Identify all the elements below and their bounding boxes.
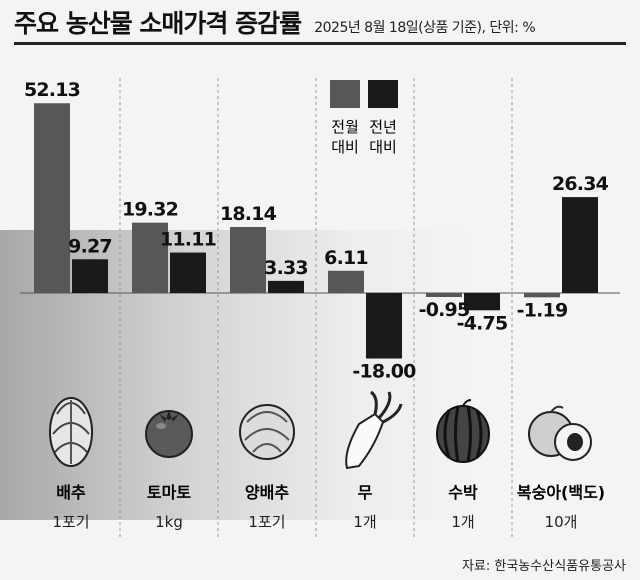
- bar-prev-year-2: [268, 280, 304, 293]
- category-label: 무: [358, 483, 373, 502]
- peach-icon: [528, 405, 592, 461]
- data-label-prev-year-4: -4.75: [457, 312, 508, 334]
- bar-prev-year-0: [72, 259, 108, 293]
- bar-prev-month-2: [230, 226, 266, 293]
- category-unit: 1개: [451, 513, 474, 531]
- napa-cabbage-icon: [49, 397, 93, 467]
- category-unit: 1개: [353, 513, 376, 531]
- header: 주요 농산물 소매가격 증감률 2025년 8월 18일(상품 기준), 단위:…: [14, 4, 536, 38]
- legend-label: 대비: [331, 138, 359, 156]
- chart-title: 주요 농산물 소매가격 증감률: [14, 9, 302, 38]
- legend-label: 전년: [369, 118, 397, 136]
- cabbage-icon: [239, 404, 295, 460]
- category-label: 토마토: [147, 483, 191, 502]
- category-unit: 10개: [545, 513, 578, 531]
- radish-root: [345, 412, 385, 470]
- data-label-prev-year-2: 3.33: [264, 257, 308, 279]
- data-label-prev-month-0: 52.13: [24, 79, 80, 101]
- bar-prev-month-4: [426, 293, 462, 297]
- data-label-prev-month-1: 19.32: [122, 199, 178, 221]
- watermelon-stripes: [443, 405, 483, 463]
- data-label-prev-year-1: 11.11: [160, 229, 216, 251]
- tomato-icon: [145, 410, 193, 458]
- tomato-leaf: [159, 410, 179, 422]
- bar-prev-month-0: [34, 103, 70, 294]
- category-label: 복숭아(백도): [517, 483, 605, 502]
- legend-swatch: [330, 80, 360, 108]
- peach-pit: [567, 433, 583, 451]
- chart-subtitle: 2025년 8월 18일(상품 기준), 단위: %: [314, 20, 536, 36]
- tomato-shine: [156, 423, 166, 429]
- legend-label: 대비: [369, 138, 397, 156]
- title-divider: [14, 42, 626, 45]
- cabbage-head: [239, 404, 295, 460]
- watermelon-icon: [436, 399, 490, 463]
- bar-prev-year-5: [562, 197, 598, 293]
- category-unit: 1kg: [155, 513, 183, 531]
- bar-prev-year-1: [170, 252, 206, 293]
- bar-prev-year-3: [366, 293, 402, 359]
- category-label: 배추: [56, 483, 86, 502]
- category-unit: 1포기: [52, 513, 89, 531]
- legend-label: 전월: [331, 118, 359, 136]
- source-note: 자료: 한국농수산식품유통공사: [462, 559, 626, 574]
- data-label-prev-month-3: 6.11: [324, 247, 368, 269]
- data-label-prev-year-5: 26.34: [552, 173, 609, 195]
- data-label-prev-month-5: -1.19: [517, 299, 568, 321]
- category-label: 양배추: [245, 483, 289, 502]
- bar-prev-month-1: [132, 222, 168, 293]
- radish-icon: [345, 390, 403, 470]
- bar-prev-month-5: [524, 293, 560, 298]
- data-label-prev-year-0: 9.27: [68, 235, 112, 257]
- category-unit: 1포기: [248, 513, 285, 531]
- data-label-prev-month-2: 18.14: [220, 203, 277, 225]
- data-label-prev-year-3: -18.00: [352, 361, 416, 383]
- bar-prev-year-4: [464, 293, 500, 311]
- watermelon-stem: [462, 399, 472, 407]
- bar-prev-month-3: [328, 270, 364, 293]
- category-label: 수박: [448, 483, 478, 502]
- radish-leaves: [370, 390, 403, 424]
- legend-swatch: [368, 80, 398, 108]
- peach-stem: [550, 405, 564, 413]
- data-label-prev-month-4: -0.95: [419, 299, 470, 321]
- cabbage-layers: [244, 411, 290, 453]
